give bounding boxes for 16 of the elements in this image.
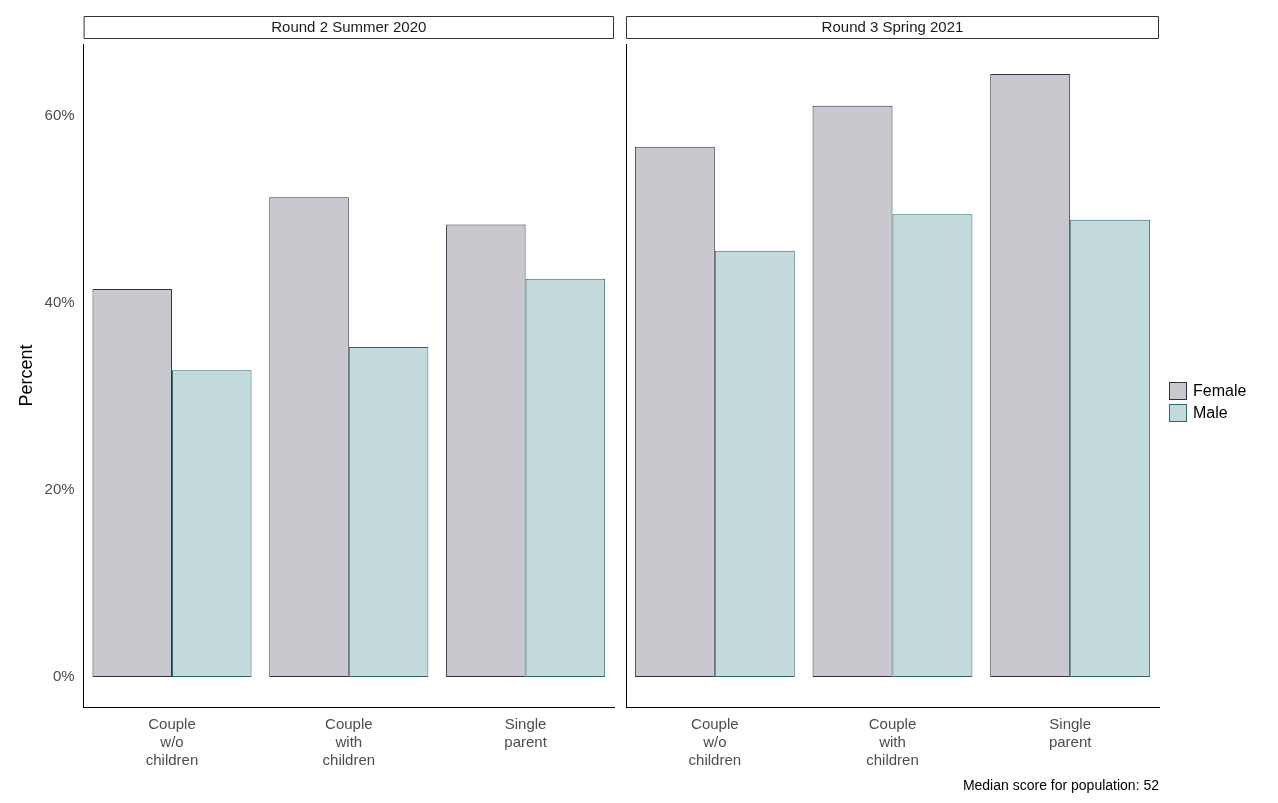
y-tick-label: 0% xyxy=(52,667,75,685)
x-tick-label: Single parent xyxy=(504,715,548,751)
legend-label: Male xyxy=(1193,403,1228,422)
x-tick-label: Single parent xyxy=(1048,715,1093,751)
y-tick-label: 20% xyxy=(44,480,75,498)
x-tick-label: Couple with children xyxy=(866,715,919,769)
chart-title: Round 3 Spring 2021 xyxy=(821,18,964,36)
text: Median score for population: 52 xyxy=(962,776,1160,793)
chart-title: Round 2 Summer 2020 xyxy=(271,18,427,36)
y-axis-title: Percent xyxy=(15,344,36,407)
y-tick-label: 40% xyxy=(44,293,75,311)
legend-label: Female xyxy=(1193,381,1247,400)
x-tick-label: Couple w/o children xyxy=(688,715,742,769)
y-tick-label: 60% xyxy=(44,106,75,124)
x-tick-label: Couple w/o children xyxy=(145,715,199,769)
x-tick-label: Couple with children xyxy=(322,715,376,769)
